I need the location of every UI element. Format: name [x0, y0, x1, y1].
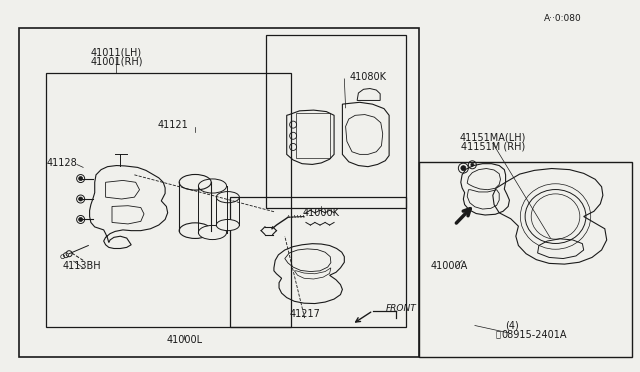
Text: 41000K: 41000K — [303, 208, 340, 218]
Text: (4): (4) — [505, 321, 519, 330]
Bar — [19, 28, 419, 357]
Circle shape — [471, 163, 474, 166]
Text: 41001(RH): 41001(RH) — [90, 57, 143, 66]
Circle shape — [461, 166, 466, 171]
Text: 41000L: 41000L — [166, 336, 202, 345]
Circle shape — [79, 197, 83, 201]
Ellipse shape — [179, 223, 211, 238]
Circle shape — [79, 218, 83, 221]
Circle shape — [79, 177, 83, 180]
Bar — [230, 197, 406, 327]
Text: 41151MA(LH): 41151MA(LH) — [460, 133, 526, 142]
Text: 41000A: 41000A — [430, 261, 467, 271]
Bar — [296, 113, 330, 158]
Text: FRONT: FRONT — [385, 304, 416, 312]
Text: Ⓥ: Ⓥ — [495, 330, 500, 339]
Bar — [419, 162, 632, 357]
Text: 41121: 41121 — [157, 120, 188, 129]
Ellipse shape — [216, 219, 239, 231]
Ellipse shape — [198, 225, 227, 240]
Text: 41217: 41217 — [289, 310, 320, 319]
Text: 41151M (RH): 41151M (RH) — [461, 142, 525, 152]
Text: 08915-2401A: 08915-2401A — [502, 330, 567, 340]
Text: 41011(LH): 41011(LH) — [91, 47, 142, 57]
Bar — [46, 73, 291, 327]
Text: 4113BH: 4113BH — [62, 261, 100, 271]
Text: A··0:080: A··0:080 — [545, 14, 582, 23]
Bar — [266, 35, 406, 208]
Text: 41080K: 41080K — [349, 73, 387, 82]
Text: 41128: 41128 — [46, 158, 77, 168]
